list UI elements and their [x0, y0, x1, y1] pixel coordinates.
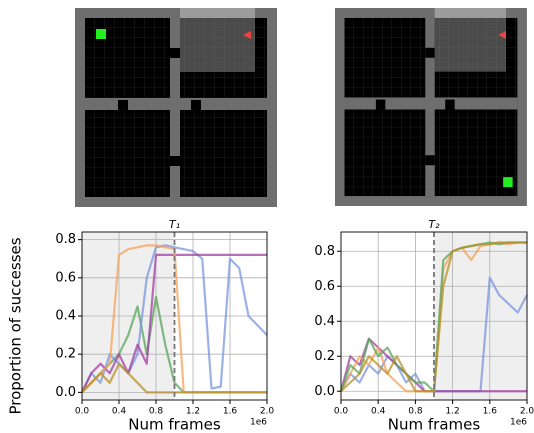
y-tick-label: 0.6 [314, 279, 335, 294]
y-tick-label: 0.2 [314, 349, 335, 364]
x-tick-label: 1.2 [445, 407, 459, 417]
shaded-region [434, 232, 527, 400]
x-axis-label: Num frames [128, 416, 221, 433]
x-tick-label: 0.8 [408, 407, 423, 417]
x-tick-label: 0.0 [75, 407, 90, 417]
chart-title: T₁ [169, 218, 180, 231]
x-offset-label: 1e6 [510, 418, 527, 428]
gridworld-left [75, 8, 277, 207]
x-tick-label: 2.0 [260, 407, 275, 417]
x-tick-label: 1.6 [223, 407, 238, 417]
x-tick-label: 0.4 [112, 407, 127, 417]
axes-frame [340, 231, 528, 401]
x-tick-label: 0.0 [334, 407, 349, 417]
x-tick-label: 1.6 [483, 407, 498, 417]
x-tick-label: 0.8 [149, 407, 164, 417]
axes-frame [81, 231, 268, 401]
x-axis-label: Num frames [388, 416, 481, 433]
y-tick-label: 0.2 [55, 347, 76, 362]
x-tick-label: 1.2 [186, 407, 200, 417]
y-tick-label: 0.8 [55, 232, 76, 247]
x-offset-label: 1e6 [250, 418, 267, 428]
series-line [81, 244, 268, 393]
y-tick-label: 0.8 [314, 244, 335, 259]
x-tick-label: 2.0 [520, 407, 534, 417]
y-tick-label: 0.4 [55, 309, 76, 324]
y-axis-label: Proportion of successes [7, 237, 25, 414]
y-tick-label: 0.0 [314, 384, 335, 399]
gridworld-right [335, 8, 527, 207]
y-tick-label: 0.4 [314, 314, 335, 329]
chart-title: T₂ [428, 218, 440, 231]
series-line [340, 241, 527, 393]
x-tick-label: 0.4 [371, 407, 386, 417]
y-tick-label: 0.6 [55, 270, 76, 285]
y-tick-label: 0.0 [55, 385, 76, 400]
